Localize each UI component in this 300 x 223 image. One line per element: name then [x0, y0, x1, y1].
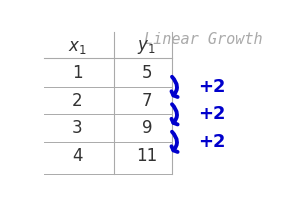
Text: +2: +2 — [198, 105, 226, 123]
Text: 1: 1 — [72, 64, 82, 82]
Text: 3: 3 — [72, 119, 82, 137]
Text: 2: 2 — [72, 92, 82, 109]
Text: 5: 5 — [142, 64, 152, 82]
Text: $y_1$: $y_1$ — [137, 38, 156, 56]
Text: Linear Growth: Linear Growth — [144, 32, 263, 47]
Text: 9: 9 — [142, 119, 152, 137]
Text: +2: +2 — [198, 78, 226, 96]
Text: 7: 7 — [142, 92, 152, 109]
Text: +2: +2 — [198, 133, 226, 151]
Text: 11: 11 — [136, 147, 158, 165]
Text: 4: 4 — [72, 147, 82, 165]
Text: $x_1$: $x_1$ — [68, 38, 86, 56]
